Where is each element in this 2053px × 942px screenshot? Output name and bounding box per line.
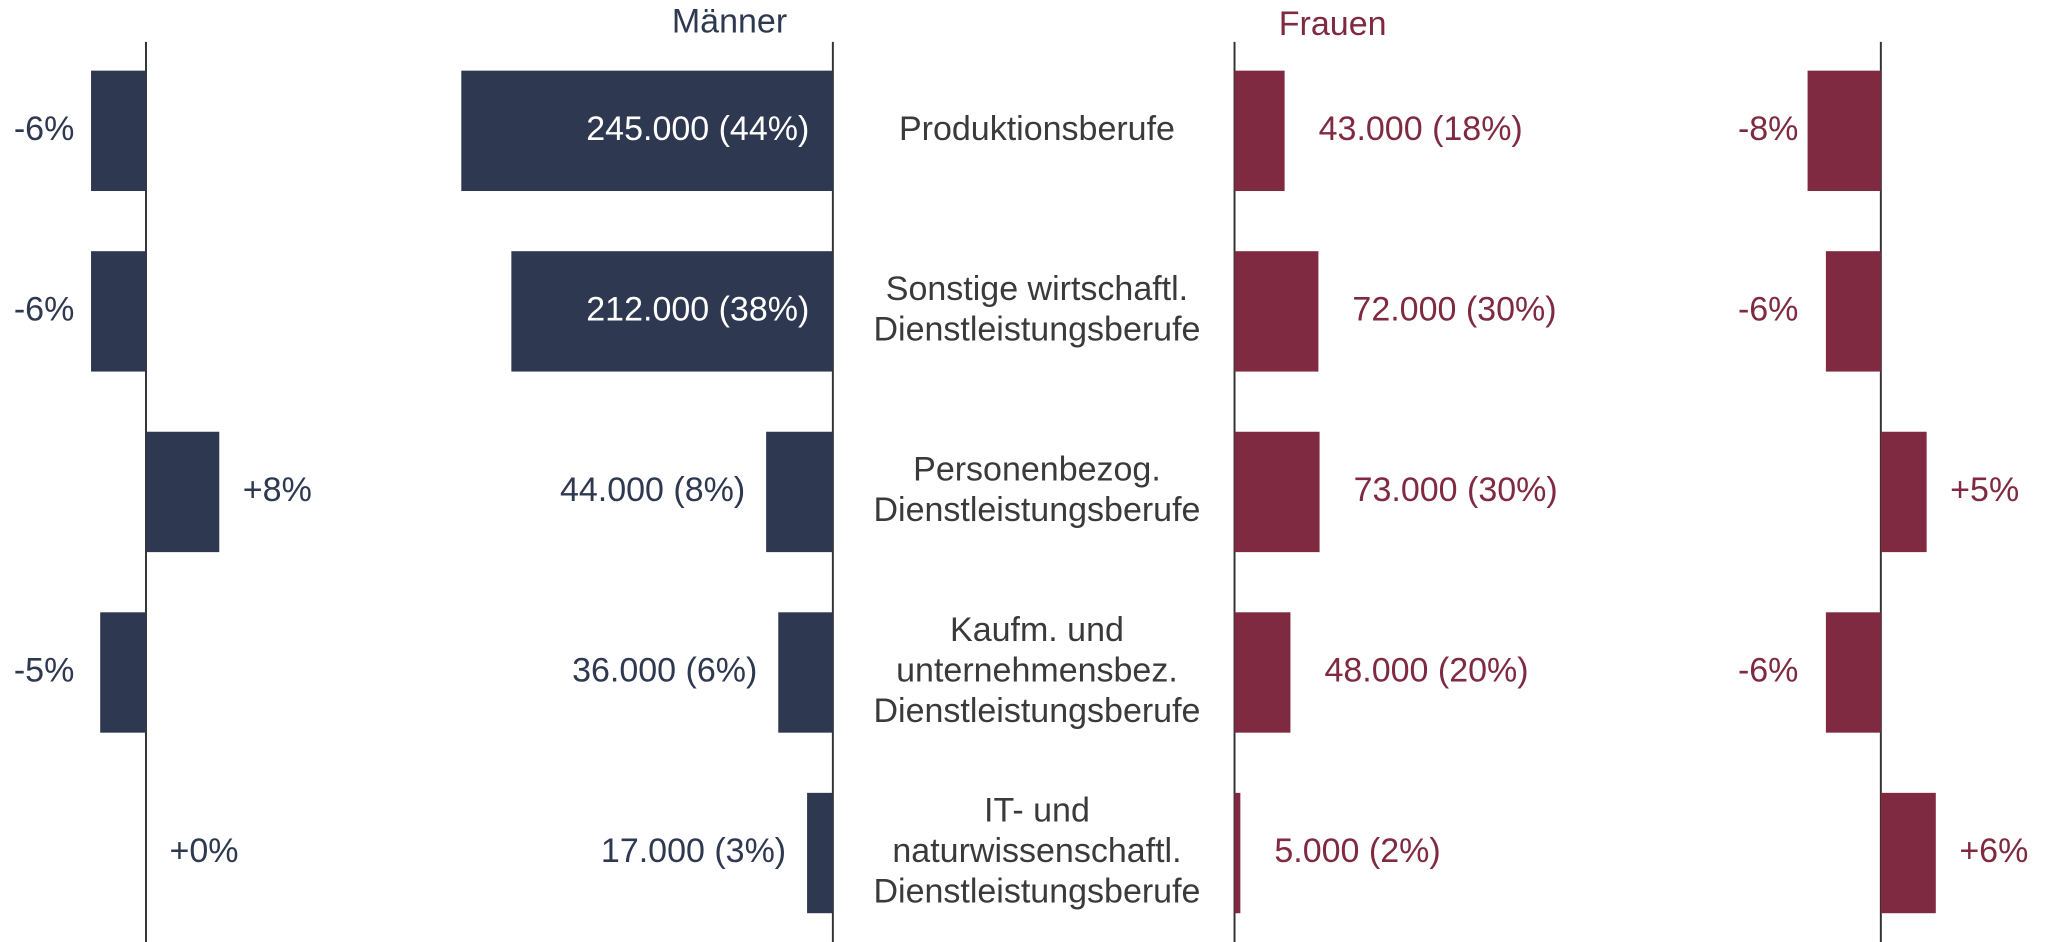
change-bar [1807,70,1881,192]
bar [511,251,833,372]
category-label: Personenbezog. Dienstleistungsberufe [873,451,1200,530]
change-label: -6% [1738,290,1798,328]
change-label: -8% [1738,110,1798,148]
category-line: naturwissenschaftl. [892,832,1181,870]
category-label: Kaufm. und unternehmensbez. Dienstleistung… [873,611,1200,730]
bar [461,70,833,192]
category-line: unternehmensbez. [896,651,1178,689]
bar [778,612,833,733]
category-line: Dienstleistungsberufe [873,873,1200,911]
series-title: Männer [672,3,787,41]
value-label: 43.000 (18%) [1319,110,1523,148]
category-line: Dienstleistungsberufe [873,311,1200,349]
bar [1234,431,1320,553]
category-line: Personenbezog. [913,451,1161,489]
value-label: 17.000 (3%) [601,832,786,870]
category-line: Produktionsberufe [899,110,1175,148]
category-label: Sonstige wirtschaftl. Dienstleistungsberu… [873,270,1200,349]
category-line: Sonstige wirtschaftl. [886,270,1188,308]
value-label: 73.000 (30%) [1354,471,1558,509]
value-label: 245.000 (44%) [586,110,809,148]
bar [1234,251,1319,372]
change-bar [100,612,146,733]
category-label: Produktionsberufe [899,110,1175,148]
bar [1234,792,1241,914]
category-line: Dienstleistungsberufe [873,692,1200,730]
value-label: 72.000 (30%) [1352,290,1556,328]
bar [1234,70,1285,192]
value-label: 48.000 (20%) [1324,651,1528,689]
change-bar [1825,251,1881,372]
change-label: -6% [14,110,74,148]
category-line: Dienstleistungsberufe [873,491,1200,529]
bar [766,431,833,553]
change-label: +0% [170,832,239,870]
series-title: Frauen [1279,5,1387,43]
change-label: +5% [1950,471,2019,509]
value-label: 36.000 (6%) [572,651,757,689]
change-label: +6% [1959,832,2028,870]
change-bar [145,431,220,553]
bar [1234,612,1291,733]
value-label: 5.000 (2%) [1274,832,1440,870]
change-bar [1825,612,1881,733]
change-label: -6% [1738,651,1798,689]
change-bar [91,251,146,372]
change-bar [1880,431,1927,553]
change-bar [1880,792,1936,914]
change-label: -5% [14,651,74,689]
change-label: -6% [14,290,74,328]
category-line: Kaufm. und [950,611,1124,649]
value-label: 212.000 (38%) [586,290,809,328]
bar [807,792,833,914]
category-label: IT- und naturwissenschaftl. Dienstleistung… [873,791,1200,910]
value-label: 44.000 (8%) [560,471,745,509]
change-label: +8% [243,471,312,509]
change-bar [91,70,146,192]
category-line: IT- und [984,791,1090,829]
